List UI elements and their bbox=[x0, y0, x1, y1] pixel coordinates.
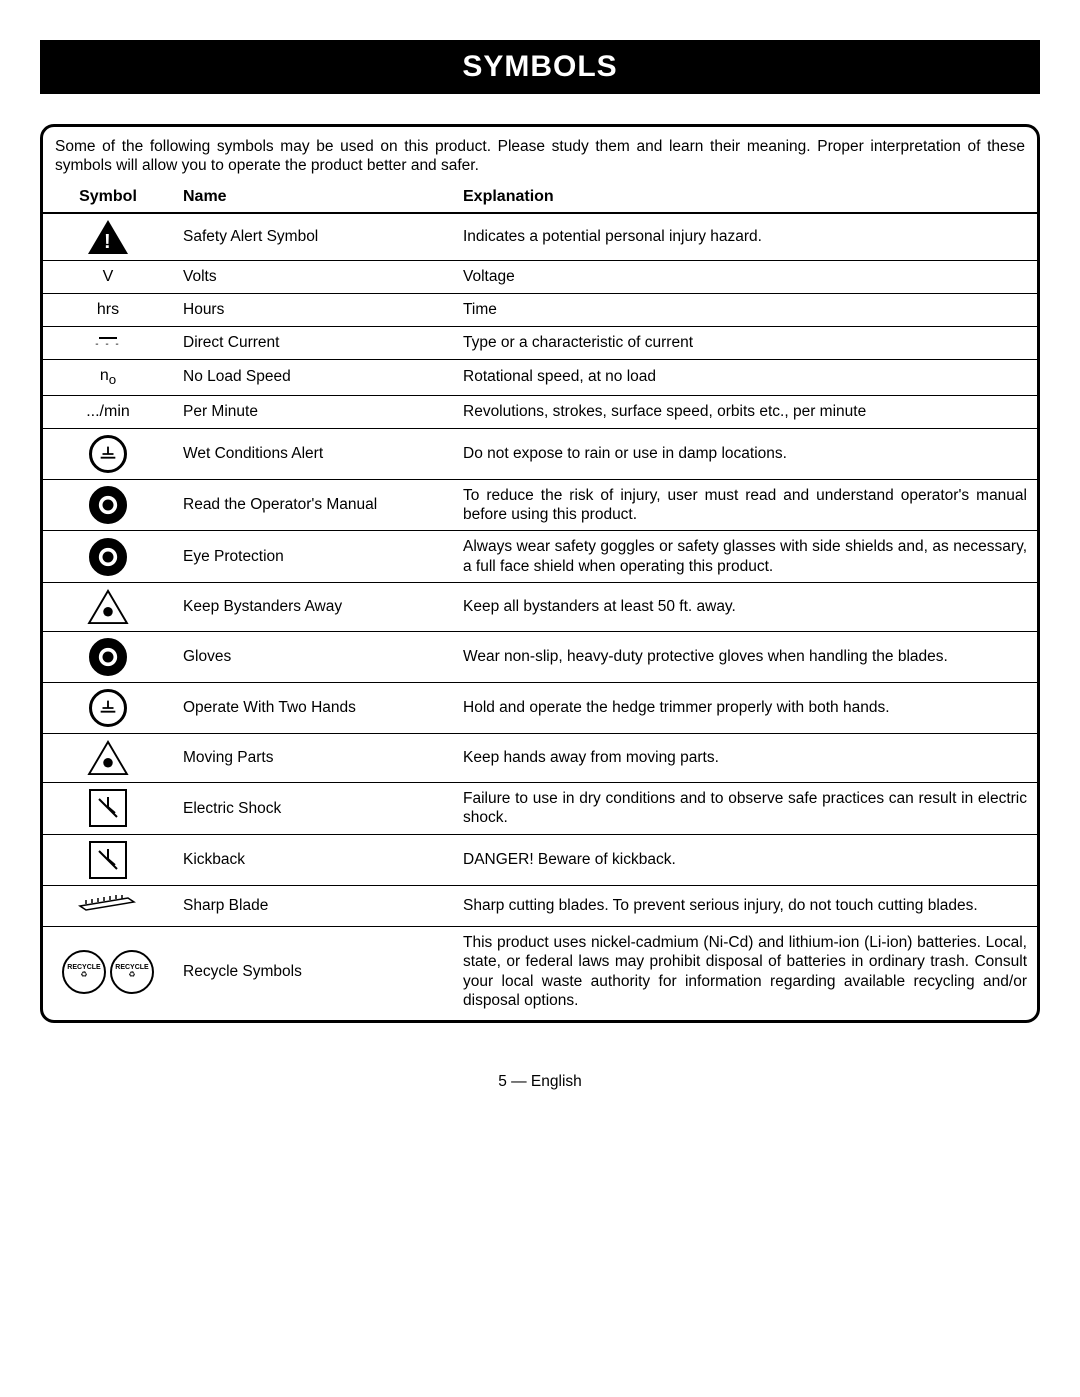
table-row: - - - Direct CurrentType or a characteris… bbox=[43, 326, 1037, 359]
cell-name: Direct Current bbox=[173, 326, 453, 359]
cell-name: Volts bbox=[173, 260, 453, 293]
cell-symbol: hrs bbox=[43, 293, 173, 326]
cell-name: Electric Shock bbox=[173, 783, 453, 835]
cell-name: Keep Bystanders Away bbox=[173, 583, 453, 632]
cell-explanation: Keep hands away from moving parts. bbox=[453, 734, 1037, 783]
cell-symbol: - - - bbox=[43, 326, 173, 359]
table-row: GlovesWear non-slip, heavy-duty protecti… bbox=[43, 632, 1037, 683]
circular-icon bbox=[89, 638, 127, 676]
cell-explanation: Hold and operate the hedge trimmer prope… bbox=[453, 683, 1037, 734]
cell-symbol: .../min bbox=[43, 395, 173, 428]
table-body: Safety Alert SymbolIndicates a potential… bbox=[43, 213, 1037, 1017]
cell-explanation: This product uses nickel-cadmium (Ni-Cd)… bbox=[453, 926, 1037, 1016]
cell-symbol bbox=[43, 783, 173, 835]
square-outline-icon bbox=[89, 841, 127, 879]
intro-text: Some of the following symbols may be use… bbox=[43, 127, 1037, 184]
cell-name: Read the Operator's Manual bbox=[173, 479, 453, 531]
cell-explanation: Type or a characteristic of current bbox=[453, 326, 1037, 359]
symbols-table-box: Some of the following symbols may be use… bbox=[40, 124, 1040, 1023]
table-row: V VoltsVoltage bbox=[43, 260, 1037, 293]
cell-explanation: Time bbox=[453, 293, 1037, 326]
cell-name: Wet Conditions Alert bbox=[173, 428, 453, 479]
page-footer: 5 — English bbox=[40, 1073, 1040, 1091]
recycle-seal-icon: RECYCLE♻ bbox=[62, 950, 106, 994]
cell-explanation: To reduce the risk of injury, user must … bbox=[453, 479, 1037, 531]
symbol-text: V bbox=[103, 268, 114, 285]
cell-symbol bbox=[43, 683, 173, 734]
cell-symbol: no bbox=[43, 359, 173, 395]
cell-explanation: Keep all bystanders at least 50 ft. away… bbox=[453, 583, 1037, 632]
cell-name: Moving Parts bbox=[173, 734, 453, 783]
cell-explanation: Wear non-slip, heavy-duty protective glo… bbox=[453, 632, 1037, 683]
table-row: Safety Alert SymbolIndicates a potential… bbox=[43, 213, 1037, 261]
table-row: Sharp BladeSharp cutting blades. To prev… bbox=[43, 885, 1037, 926]
table-row: no No Load SpeedRotational speed, at no l… bbox=[43, 359, 1037, 395]
square-outline-icon bbox=[89, 789, 127, 827]
table-row: Electric ShockFailure to use in dry cond… bbox=[43, 783, 1037, 835]
page-title-bar: SYMBOLS bbox=[40, 40, 1040, 94]
cell-symbol bbox=[43, 479, 173, 531]
table-row: .../min Per MinuteRevolutions, strokes, s… bbox=[43, 395, 1037, 428]
cell-explanation: DANGER! Beware of kickback. bbox=[453, 834, 1037, 885]
cell-name: Operate With Two Hands bbox=[173, 683, 453, 734]
recycle-seal-icon: RECYCLE♻ bbox=[110, 950, 154, 994]
cell-name: Recycle Symbols bbox=[173, 926, 453, 1016]
table-header-row: Symbol Name Explanation bbox=[43, 184, 1037, 213]
cell-symbol bbox=[43, 734, 173, 783]
triangle-outline-icon bbox=[87, 740, 129, 776]
circular-outline-icon bbox=[89, 689, 127, 727]
table-row: Moving PartsKeep hands away from moving … bbox=[43, 734, 1037, 783]
symbol-text: .../min bbox=[86, 403, 130, 420]
cell-explanation: Revolutions, strokes, surface speed, orb… bbox=[453, 395, 1037, 428]
cell-explanation: Failure to use in dry conditions and to … bbox=[453, 783, 1037, 835]
cell-explanation: Do not expose to rain or use in damp loc… bbox=[453, 428, 1037, 479]
triangle-outline-icon bbox=[87, 589, 129, 625]
table-row: Wet Conditions AlertDo not expose to rai… bbox=[43, 428, 1037, 479]
circular-icon bbox=[89, 486, 127, 524]
direct-current-icon: - - - bbox=[95, 337, 121, 347]
cell-symbol bbox=[43, 531, 173, 583]
cell-name: Per Minute bbox=[173, 395, 453, 428]
sharp-blade-icon bbox=[78, 892, 138, 920]
header-explanation: Explanation bbox=[453, 184, 1037, 213]
table-row: Eye ProtectionAlways wear safety goggles… bbox=[43, 531, 1037, 583]
table-row: Keep Bystanders AwayKeep all bystanders … bbox=[43, 583, 1037, 632]
header-symbol: Symbol bbox=[43, 184, 173, 213]
table-row: KickbackDANGER! Beware of kickback. bbox=[43, 834, 1037, 885]
cell-explanation: Voltage bbox=[453, 260, 1037, 293]
safety-alert-icon bbox=[88, 220, 128, 254]
cell-explanation: Indicates a potential personal injury ha… bbox=[453, 213, 1037, 261]
cell-symbol bbox=[43, 428, 173, 479]
cell-name: Hours bbox=[173, 293, 453, 326]
cell-symbol bbox=[43, 583, 173, 632]
cell-explanation: Always wear safety goggles or safety gla… bbox=[453, 531, 1037, 583]
cell-symbol: RECYCLE♻RECYCLE♻ bbox=[43, 926, 173, 1016]
table-row: hrs HoursTime bbox=[43, 293, 1037, 326]
table-row: RECYCLE♻RECYCLE♻ Recycle SymbolsThis prod… bbox=[43, 926, 1037, 1016]
circular-outline-icon bbox=[89, 435, 127, 473]
table-row: Operate With Two HandsHold and operate t… bbox=[43, 683, 1037, 734]
cell-name: Eye Protection bbox=[173, 531, 453, 583]
cell-symbol: V bbox=[43, 260, 173, 293]
cell-name: Safety Alert Symbol bbox=[173, 213, 453, 261]
symbol-text: no bbox=[100, 367, 116, 384]
cell-symbol bbox=[43, 632, 173, 683]
symbol-text: hrs bbox=[97, 301, 119, 318]
cell-explanation: Rotational speed, at no load bbox=[453, 359, 1037, 395]
table-row: Read the Operator's ManualTo reduce the … bbox=[43, 479, 1037, 531]
cell-symbol bbox=[43, 834, 173, 885]
header-name: Name bbox=[173, 184, 453, 213]
symbols-table: Symbol Name Explanation Safety Alert Sym… bbox=[43, 184, 1037, 1017]
cell-name: No Load Speed bbox=[173, 359, 453, 395]
recycle-icons: RECYCLE♻RECYCLE♻ bbox=[62, 950, 154, 994]
cell-symbol bbox=[43, 213, 173, 261]
cell-name: Sharp Blade bbox=[173, 885, 453, 926]
cell-name: Kickback bbox=[173, 834, 453, 885]
cell-explanation: Sharp cutting blades. To prevent serious… bbox=[453, 885, 1037, 926]
cell-symbol bbox=[43, 885, 173, 926]
circular-icon bbox=[89, 538, 127, 576]
cell-name: Gloves bbox=[173, 632, 453, 683]
page-title: SYMBOLS bbox=[462, 50, 617, 83]
